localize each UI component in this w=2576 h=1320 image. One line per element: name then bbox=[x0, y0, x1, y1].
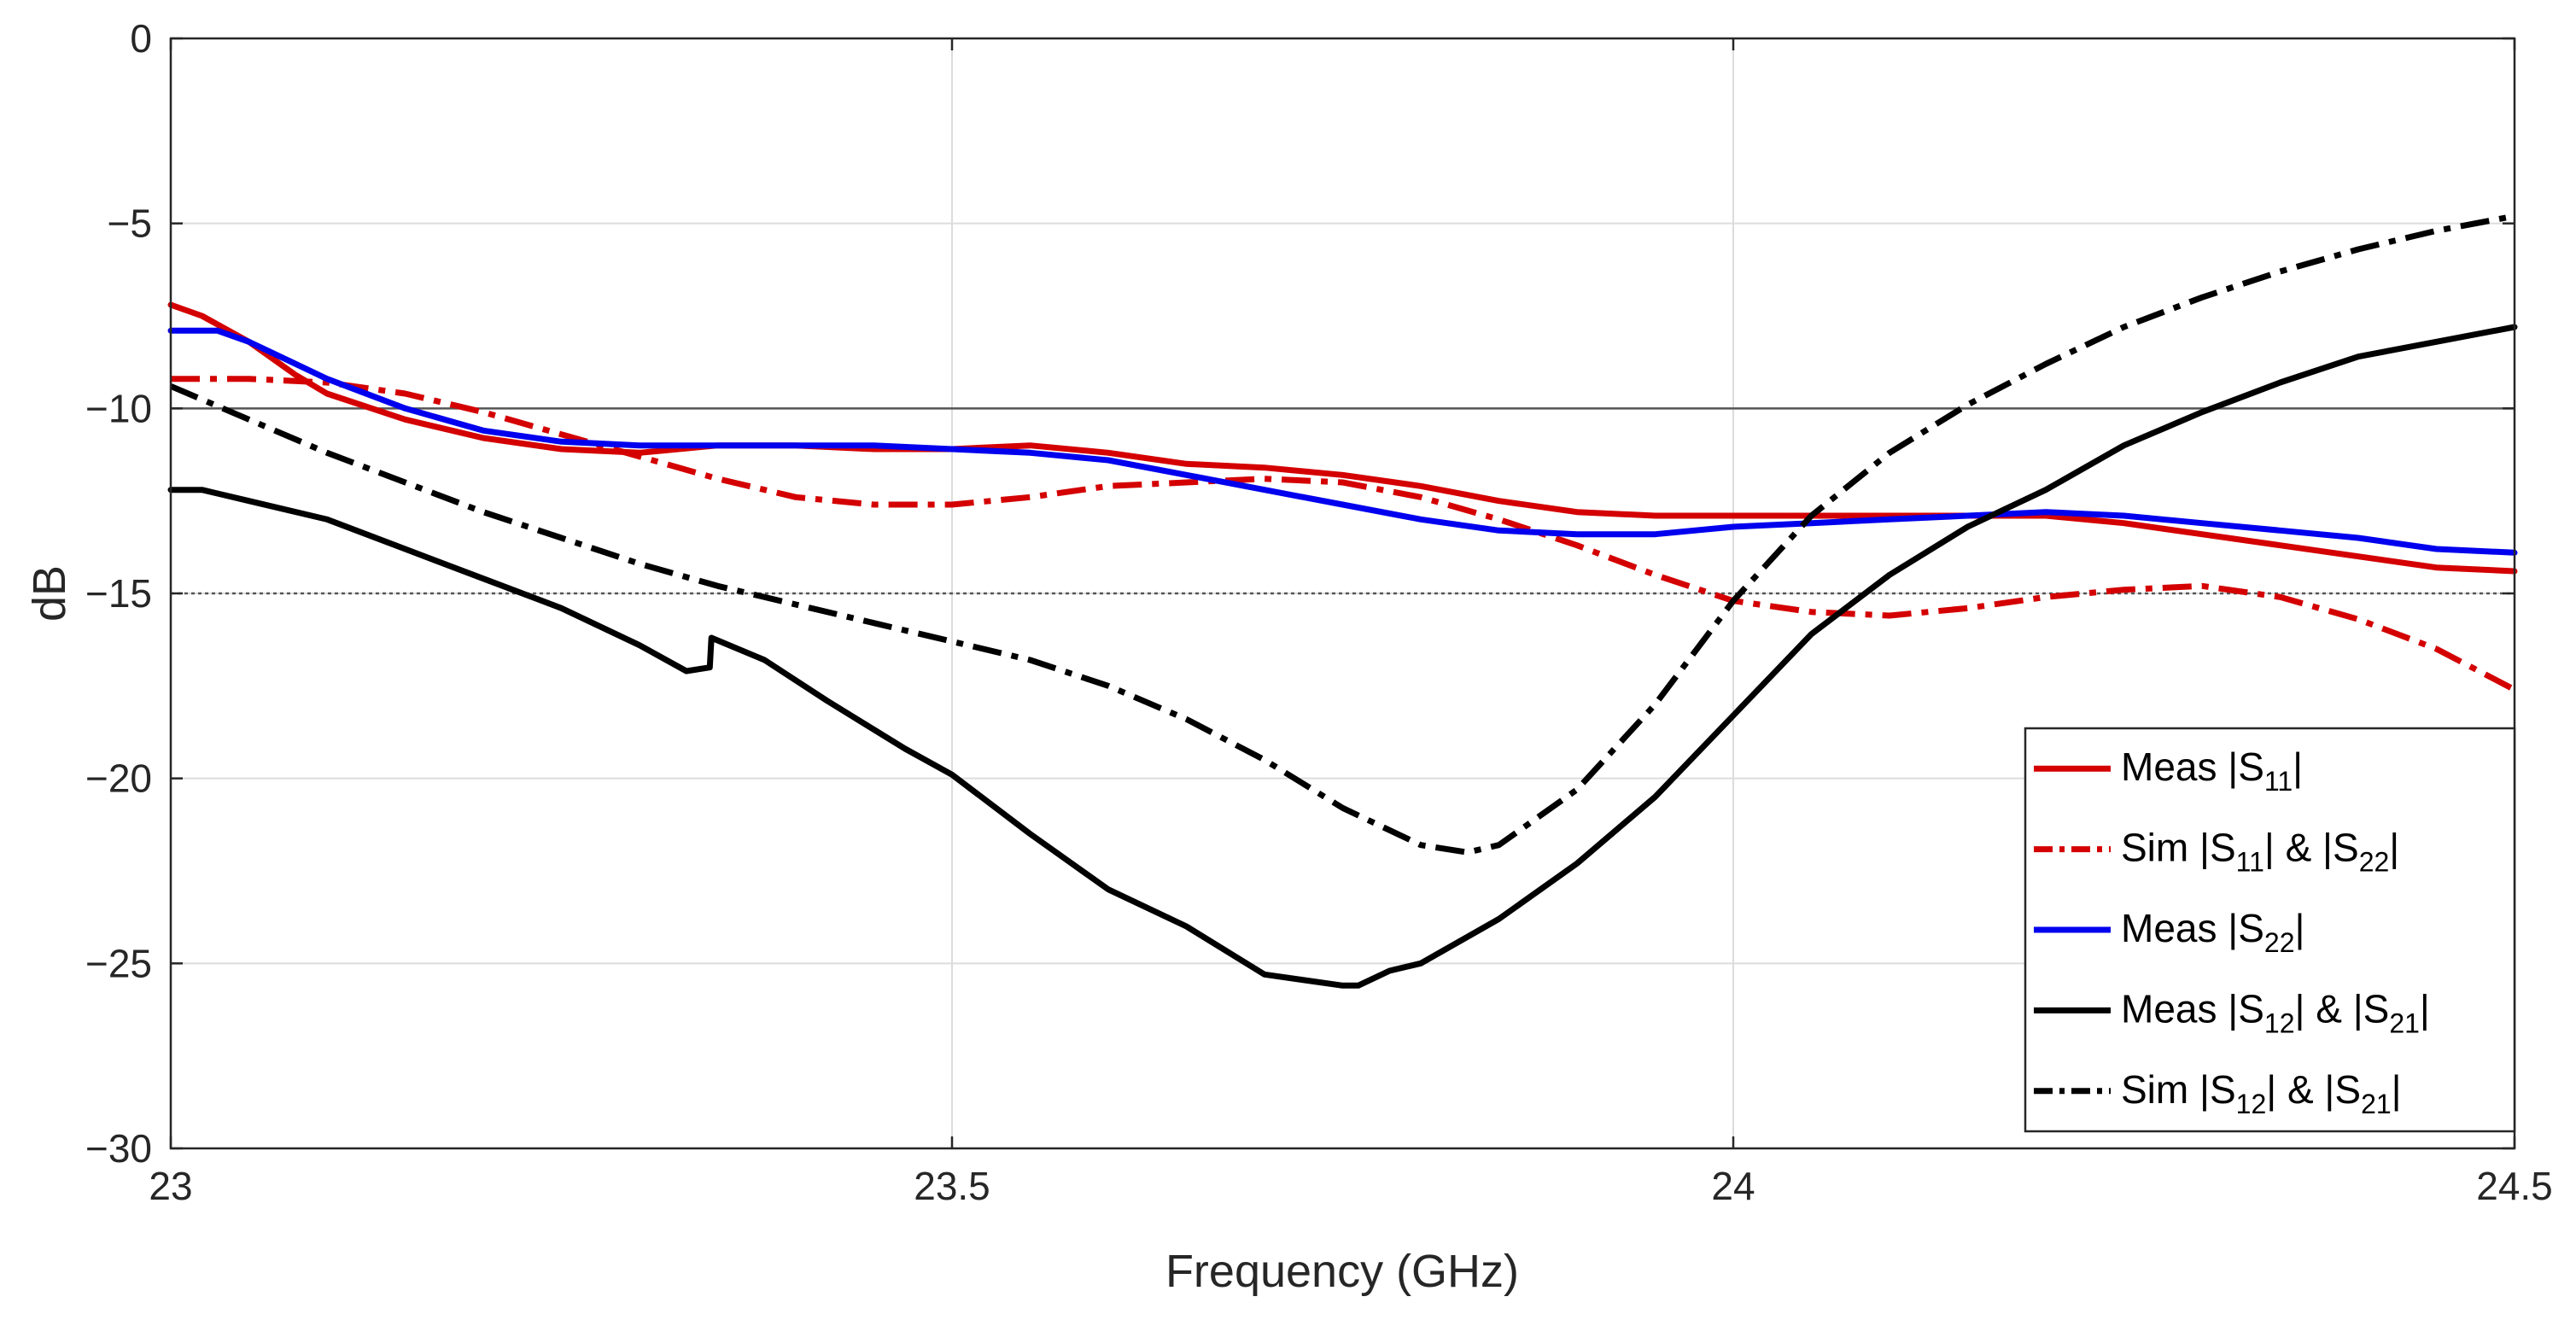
legend-label-3: Meas |S22| bbox=[2121, 906, 2304, 958]
series-line-3 bbox=[167, 327, 2518, 556]
legend-label-2: Sim |S11| & |S22| bbox=[2121, 826, 2399, 878]
y-tick-label: −30 bbox=[85, 1126, 152, 1171]
legend-label-4: Meas |S12| & |S21| bbox=[2121, 986, 2430, 1038]
series-line-2 bbox=[171, 376, 2516, 692]
reference-lines bbox=[171, 407, 2515, 595]
series-line-4 bbox=[167, 324, 2518, 989]
series-line-1 bbox=[167, 301, 2518, 575]
y-axis-label: dB bbox=[24, 565, 75, 622]
legend-label-1: Meas |S11| bbox=[2121, 745, 2303, 797]
y-tick-label: 0 bbox=[130, 16, 152, 61]
x-tick-label: 23 bbox=[149, 1164, 192, 1208]
x-tick-label: 24 bbox=[1711, 1164, 1755, 1208]
legend-label-5: Sim |S12| & |S21| bbox=[2121, 1067, 2402, 1119]
y-axis-ticks: 0 −5 −10 −15 −20 −25 −30 bbox=[85, 16, 2515, 1171]
x-axis-ticks: 23 23.5 24 24.5 bbox=[149, 38, 2553, 1208]
series-line-5 bbox=[169, 213, 2515, 856]
x-axis-label: Frequency (GHz) bbox=[1165, 1246, 1519, 1297]
legend: Meas |S11| Sim |S11| & |S22| Meas |S22| Mea… bbox=[2024, 727, 2516, 1133]
y-tick-label: −20 bbox=[85, 756, 152, 801]
x-tick-label: 24.5 bbox=[2476, 1164, 2553, 1208]
y-tick-label: −10 bbox=[85, 386, 152, 430]
x-tick-label: 23.5 bbox=[914, 1164, 990, 1208]
y-tick-label: −15 bbox=[85, 571, 152, 616]
y-tick-label: −5 bbox=[108, 202, 152, 246]
series-layer bbox=[167, 213, 2518, 989]
y-tick-label: −25 bbox=[85, 941, 152, 985]
